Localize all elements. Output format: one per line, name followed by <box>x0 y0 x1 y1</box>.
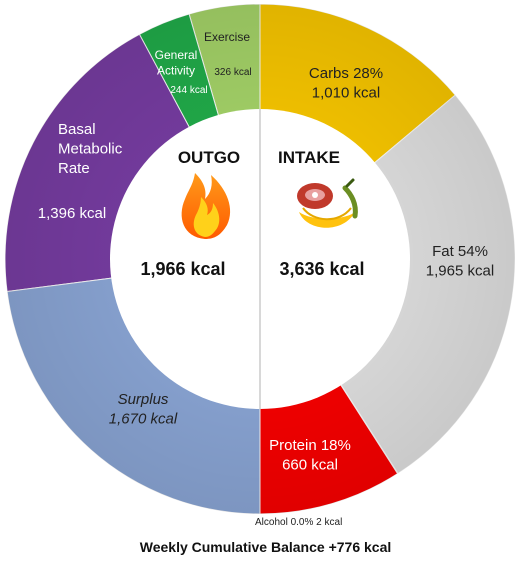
fat-label: Fat 54% 1,965 kcal <box>426 243 494 280</box>
alcohol-label: Alcohol 0.0% 2 kcal <box>255 517 342 528</box>
outgo-total: 1,966 kcal <box>140 259 225 279</box>
surplus-label: Surplus 1,670 kcal <box>109 391 178 428</box>
exercise-label: Exercise <box>204 30 250 44</box>
food-icon <box>297 178 358 228</box>
alcohol-name: Alcohol <box>255 517 288 528</box>
protein-label: Protein 18% 660 kcal <box>269 437 351 474</box>
alcohol-value: 2 kcal <box>316 517 343 528</box>
intake-heading: INTAKE <box>278 148 340 167</box>
general-activity-value: 244 kcal <box>170 85 207 96</box>
intake-total: 3,636 kcal <box>279 259 364 279</box>
alcohol-percent: 0.0% <box>290 517 314 528</box>
bmr-label: Basal Metabolic Rate <box>58 121 123 177</box>
segment-labels: Carbs 28% 1,010 kcal Fat 54% 1,965 kcal Prot… <box>38 30 494 474</box>
flame-icon <box>181 173 231 239</box>
general-activity-label: General Activity <box>155 48 198 78</box>
bmr-value: 1,396 kcal <box>38 205 106 222</box>
exercise-value: 326 kcal <box>214 67 251 78</box>
carbs-label: Carbs 28% 1,010 kcal <box>309 65 383 102</box>
outgo-heading: OUTGO <box>178 148 240 167</box>
weekly-balance-footer: Weekly Cumulative Balance +776 kcal <box>139 539 392 555</box>
